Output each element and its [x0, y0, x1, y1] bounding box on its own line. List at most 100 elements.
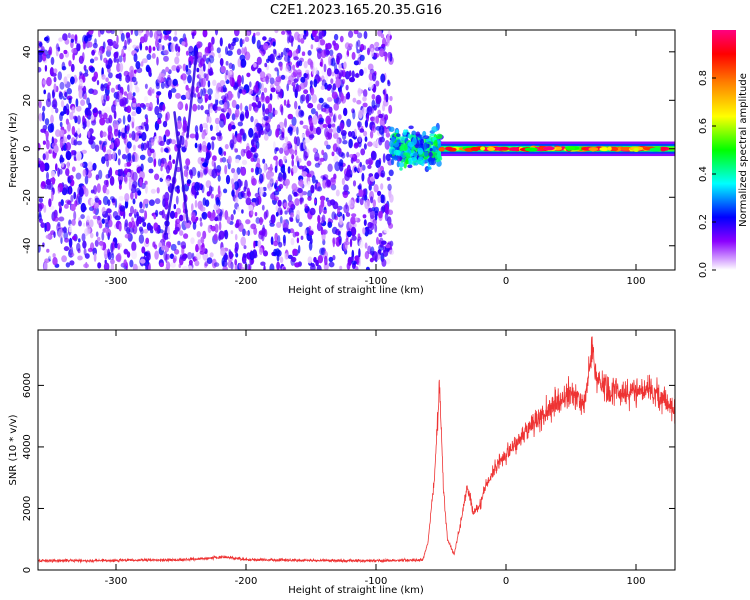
heatmap-cell: [256, 157, 261, 165]
heatmap-cell: [280, 164, 286, 174]
heatmap-cell: [152, 88, 155, 94]
heatmap-cell: [187, 252, 193, 260]
heatmap-cell: [182, 255, 187, 262]
heatmap-cell: [269, 263, 275, 270]
heatmap-cell: [152, 241, 156, 248]
heatmap-cell: [402, 129, 407, 136]
heatmap-cell: [326, 144, 331, 150]
heatmap-cell: [216, 82, 222, 93]
heatmap-cell: [46, 54, 51, 59]
heatmap-cell: [284, 118, 287, 128]
heatmap-cell: [259, 173, 264, 184]
heatmap-cell: [139, 154, 146, 161]
heatmap-cell: [330, 78, 334, 84]
heatmap-cell: [144, 210, 148, 220]
heatmap-cell: [106, 149, 112, 155]
heatmap-cell: [208, 94, 212, 101]
heatmap-cell: [263, 87, 268, 93]
heatmap-cell: [543, 146, 555, 151]
heatmap-cell: [233, 171, 239, 182]
heatmap-cell: [256, 56, 262, 65]
heatmap-cell: [217, 185, 221, 196]
heatmap-cell: [280, 74, 286, 80]
heatmap-cell: [222, 265, 228, 270]
heatmap-cell: [106, 208, 112, 214]
heatmap-cell: [177, 103, 181, 108]
heatmap-cell: [103, 262, 110, 270]
heatmap-cell: [76, 105, 82, 112]
heatmap-cell: [98, 199, 102, 206]
heatmap-cell: [240, 102, 243, 112]
heatmap-cell: [294, 231, 300, 237]
heatmap-cell: [233, 209, 236, 215]
heatmap-cell: [200, 105, 204, 111]
heatmap-cell: [132, 92, 136, 97]
heatmap-cell: [195, 216, 199, 221]
heatmap-cell: [374, 224, 378, 233]
heatmap-cell: [426, 167, 432, 170]
x-tick-label: -300: [105, 276, 128, 287]
heatmap-cell: [158, 73, 162, 81]
heatmap-cell: [354, 142, 360, 147]
heatmap-cell: [118, 223, 122, 232]
heatmap-cell: [124, 201, 128, 209]
heatmap-cell: [204, 97, 208, 103]
heatmap-cell: [328, 261, 335, 268]
heatmap-cell: [294, 100, 298, 110]
heatmap-cell: [203, 73, 207, 79]
heatmap-cell: [373, 184, 379, 193]
heatmap-cell: [78, 187, 84, 198]
heatmap-cell: [229, 251, 233, 260]
heatmap-cell: [262, 158, 266, 164]
heatmap-cell: [332, 126, 337, 135]
heatmap-cell: [206, 191, 211, 197]
heatmap-cell: [338, 238, 342, 246]
heatmap-cell: [102, 41, 106, 50]
heatmap-cell: [391, 136, 396, 143]
heatmap-cell: [233, 181, 239, 191]
heatmap-cell: [275, 248, 281, 257]
heatmap-cell: [210, 46, 215, 52]
heatmap-cell: [319, 39, 326, 46]
heatmap-cell: [118, 55, 123, 63]
heatmap-cell: [199, 58, 205, 67]
heatmap-cell: [182, 123, 187, 134]
heatmap-cell: [43, 162, 50, 172]
heatmap-cell: [408, 125, 414, 130]
heatmap-cell: [264, 62, 268, 68]
heatmap-cell: [320, 199, 325, 208]
heatmap-cell: [321, 149, 325, 156]
heatmap-cell: [368, 81, 374, 90]
heatmap-cell: [50, 170, 56, 178]
heatmap-cell: [245, 231, 249, 236]
heatmap-cell: [371, 99, 376, 109]
heatmap-cell: [295, 48, 300, 54]
heatmap-cell: [250, 157, 255, 162]
heatmap-cell: [375, 159, 381, 169]
heatmap-cell: [370, 47, 374, 58]
heatmap-cell: [211, 159, 215, 167]
heatmap-cell: [58, 201, 62, 207]
y-tick-label: 4000: [22, 434, 33, 459]
heatmap-cell: [111, 242, 115, 249]
heatmap-cell: [321, 107, 327, 113]
heatmap-cell: [299, 60, 303, 67]
heatmap-cell: [117, 158, 121, 166]
heatmap-cell: [335, 189, 340, 197]
heatmap-cell: [332, 254, 336, 261]
heatmap-cell: [341, 178, 345, 186]
heatmap-cell: [122, 115, 126, 125]
heatmap-cell: [105, 117, 111, 124]
heatmap-cell: [173, 255, 178, 262]
heatmap-cell: [309, 207, 316, 216]
heatmap-cell: [72, 52, 75, 61]
heatmap-cell: [254, 107, 259, 113]
heatmap-cell: [186, 165, 189, 171]
heatmap-cell: [202, 122, 208, 129]
heatmap-cell: [338, 216, 344, 225]
heatmap-cell: [155, 209, 159, 218]
heatmap-cell: [194, 142, 198, 149]
heatmap-cell: [293, 56, 299, 61]
heatmap-cell: [334, 68, 340, 75]
heatmap-cell: [113, 110, 117, 120]
